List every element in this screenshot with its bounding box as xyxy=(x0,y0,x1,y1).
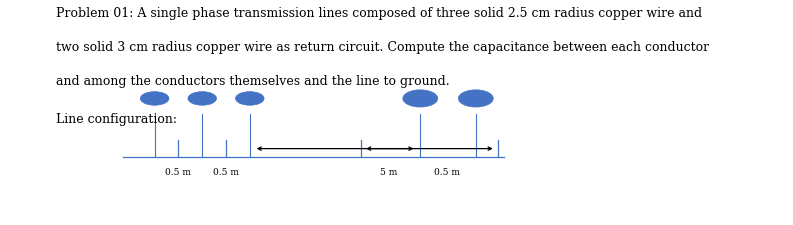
Text: two solid 3 cm radius copper wire as return circuit. Compute the capacitance bet: two solid 3 cm radius copper wire as ret… xyxy=(56,40,709,54)
Text: 5 m: 5 m xyxy=(380,168,397,177)
Text: 0.5 m: 0.5 m xyxy=(166,168,191,177)
Ellipse shape xyxy=(188,92,216,106)
Text: 0.5 m: 0.5 m xyxy=(435,168,460,177)
Text: Line configuration:: Line configuration: xyxy=(56,112,177,126)
Ellipse shape xyxy=(236,92,264,106)
Ellipse shape xyxy=(403,90,438,108)
Text: and among the conductors themselves and the line to ground.: and among the conductors themselves and … xyxy=(56,74,449,87)
Ellipse shape xyxy=(458,90,493,108)
Ellipse shape xyxy=(140,92,169,106)
Text: Problem 01: A single phase transmission lines composed of three solid 2.5 cm rad: Problem 01: A single phase transmission … xyxy=(56,7,702,20)
Text: 0.5 m: 0.5 m xyxy=(213,168,239,177)
